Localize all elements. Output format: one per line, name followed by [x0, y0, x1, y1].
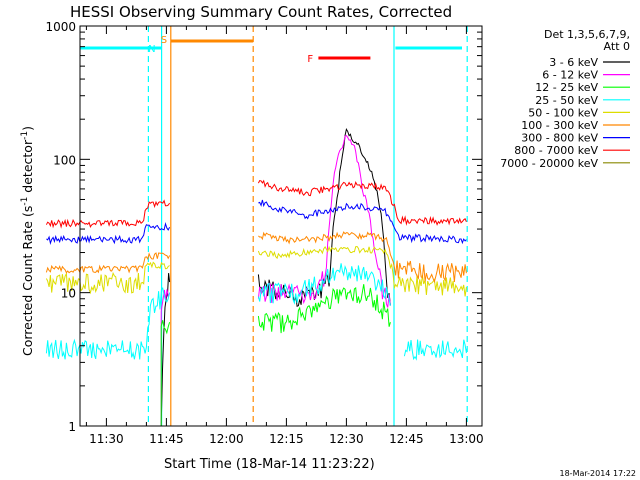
x-axis-ticks: 11:30 11:45 12:00 12:15 12:30 12:45 13:00: [85, 26, 484, 446]
series-lines: [45, 127, 467, 427]
legend-label-0: 3 - 6 keV: [549, 56, 598, 69]
y-axis-label-sup-1: -1: [20, 197, 30, 206]
x-tick-label-2: 12:00: [209, 432, 244, 446]
x-tick-label-1: 11:45: [149, 432, 184, 446]
x-axis-label: Start Time (18-Mar-14 11:23:22): [164, 457, 375, 472]
series-line-6-segment-1: [258, 199, 467, 245]
x-tick-label-0: 11:30: [89, 432, 124, 446]
series-line-5-segment-1: [258, 231, 467, 284]
series-line-2-segment-1: [257, 284, 391, 334]
legend-label-1: 6 - 12 keV: [542, 69, 598, 82]
y-axis-label: Corrected Count Rate (s-1 detector-1): [20, 126, 35, 356]
legend-label-2: 12 - 25 keV: [535, 81, 598, 94]
series-line-7-segment-1: [257, 179, 467, 226]
series-line-2-segment-0: [98, 320, 171, 427]
interval-label-f: F: [307, 54, 313, 65]
legend-header-line-2: Att 0: [604, 40, 630, 53]
x-tick-label-3: 12:15: [269, 432, 304, 446]
render-timestamp: 18-Mar-2014 17:22: [560, 469, 637, 478]
chart-title: HESSI Observing Summary Count Rates, Cor…: [70, 3, 452, 21]
y-axis-label-tail: detector: [20, 139, 35, 197]
x-tick-label-5: 12:45: [389, 432, 424, 446]
legend-label-5: 100 - 300 keV: [521, 119, 598, 132]
series-line-3-segment-1: [257, 263, 391, 306]
series-line-4-segment-1: [257, 245, 467, 297]
series-line-6-segment-0: [46, 221, 171, 245]
legend-label-6: 300 - 800 keV: [521, 132, 598, 145]
series-line-5-segment-0: [45, 252, 171, 274]
y-tick-label-2: 100: [53, 153, 76, 167]
plot-frame: [79, 25, 483, 427]
series-line-3-segment-0: [45, 287, 171, 360]
series-line-4-segment-0: [45, 261, 170, 295]
legend-label-3: 25 - 50 keV: [535, 94, 598, 107]
legend-label-8: 7000 - 20000 keV: [500, 157, 598, 170]
y-tick-label-1: 10: [61, 287, 76, 301]
y-tick-label-0: 1: [68, 420, 76, 434]
legend-label-4: 50 - 100 keV: [528, 106, 598, 119]
interval-label-s: S: [161, 35, 167, 46]
y-axis-label-close: ): [20, 126, 35, 131]
y-axis-label-sup-2: -1: [20, 131, 30, 140]
y-axis-label-main: Corrected Count Rate (s: [20, 206, 35, 356]
series-line-3-segment-2: [403, 339, 467, 361]
svg-text:Corrected Count Rate (s-1 dete: Corrected Count Rate (s-1 detector-1): [20, 126, 35, 356]
x-tick-label-4: 12:30: [329, 432, 364, 446]
x-tick-label-6: 13:00: [449, 432, 484, 446]
legend-header-line-1: Det 1,3,5,6,7,9,: [544, 28, 630, 41]
interval-label-n: N: [148, 44, 155, 55]
series-line-7-segment-0: [45, 199, 171, 229]
y-tick-label-3: 1000: [45, 20, 76, 34]
legend-label-7: 800 - 7000 keV: [514, 144, 598, 157]
observing-intervals: NS F: [80, 26, 468, 426]
y-axis-ticks: 1 10 100 1000: [45, 20, 482, 434]
